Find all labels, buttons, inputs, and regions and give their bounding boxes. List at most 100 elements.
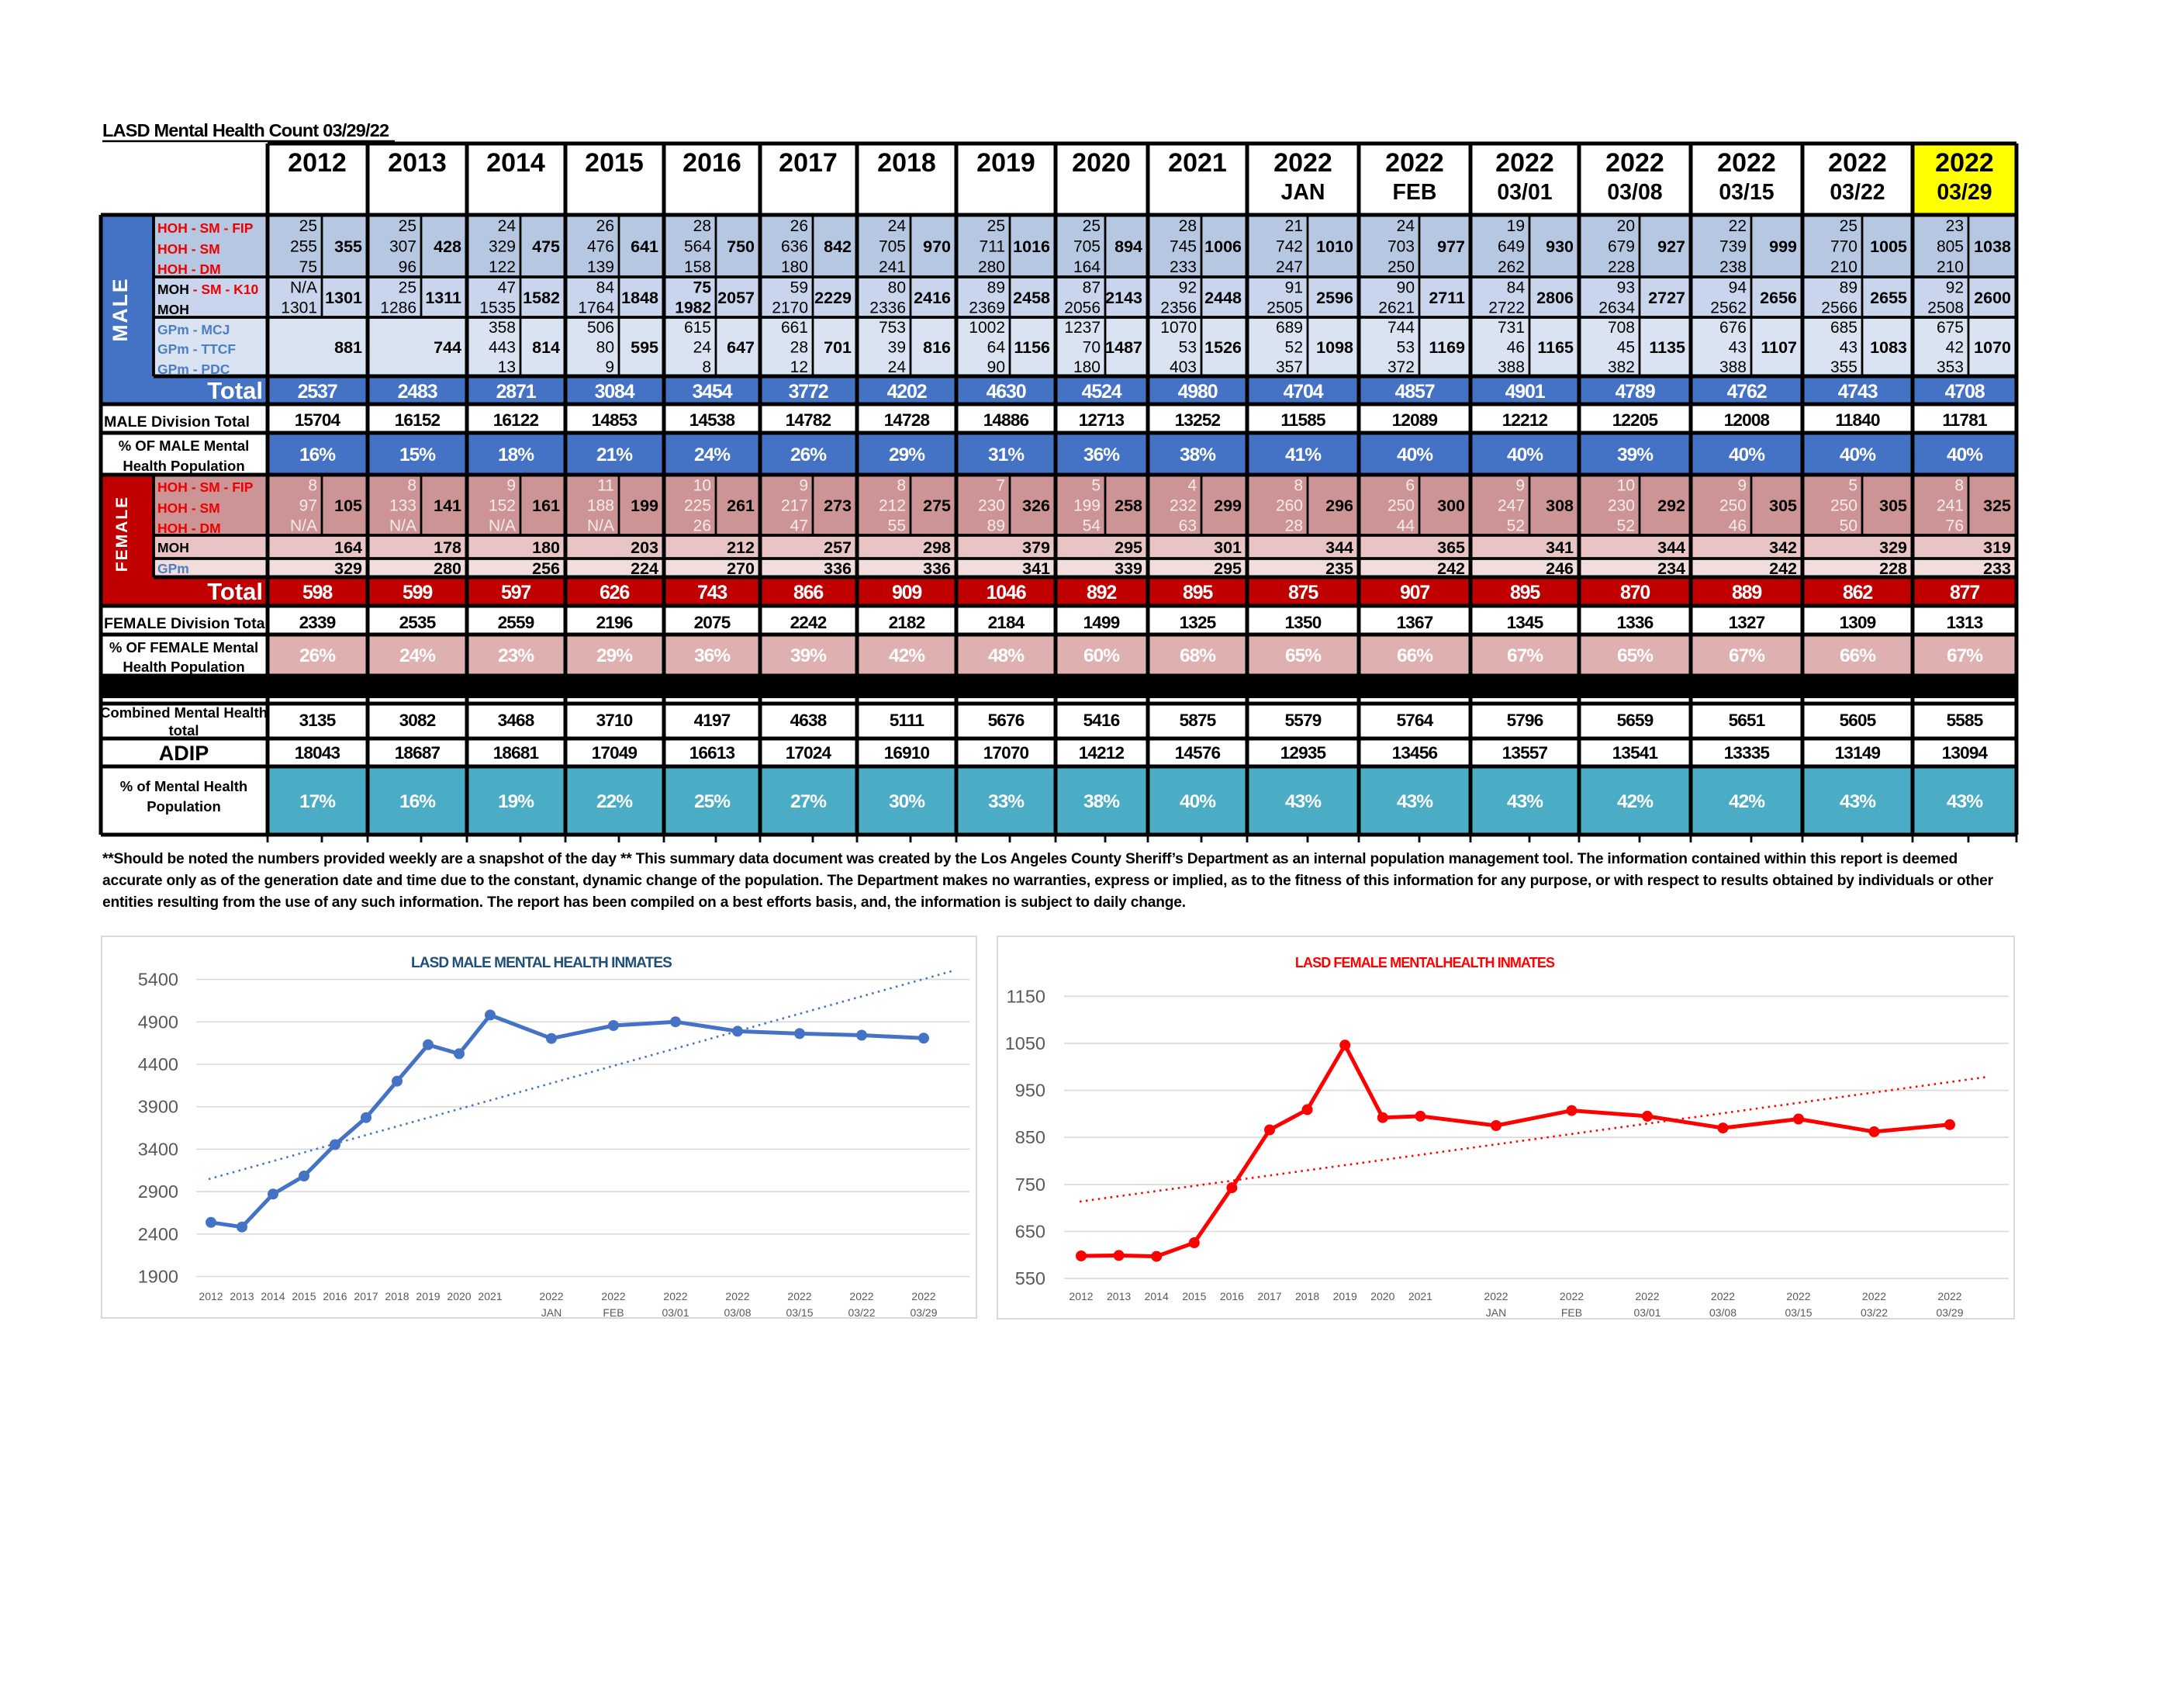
svg-text:N/A: N/A (587, 517, 614, 535)
svg-text:40%: 40% (1729, 444, 1765, 465)
svg-text:GPm - TTCF: GPm - TTCF (157, 341, 236, 357)
svg-text:141: 141 (434, 496, 461, 515)
svg-text:43: 43 (1840, 339, 1857, 357)
svg-text:5764: 5764 (1397, 711, 1434, 730)
svg-text:745: 745 (1170, 238, 1197, 256)
svg-text:2016: 2016 (682, 148, 741, 178)
svg-text:1237: 1237 (1064, 319, 1101, 337)
svg-text:2017: 2017 (779, 148, 838, 178)
svg-text:4197: 4197 (694, 711, 731, 730)
svg-text:2017: 2017 (354, 1290, 378, 1302)
svg-text:2012: 2012 (1069, 1290, 1093, 1302)
svg-text:1005: 1005 (1870, 237, 1907, 256)
svg-text:2021: 2021 (1168, 148, 1227, 178)
svg-text:2448: 2448 (1204, 289, 1242, 307)
svg-text:43%: 43% (1285, 791, 1322, 812)
svg-text:870: 870 (1620, 582, 1650, 604)
svg-text:67%: 67% (1507, 645, 1543, 666)
svg-text:25: 25 (399, 279, 416, 297)
svg-text:8: 8 (407, 477, 416, 495)
svg-text:14728: 14728 (884, 410, 930, 430)
svg-text:2022: 2022 (1484, 1290, 1508, 1302)
svg-text:708: 708 (1608, 319, 1635, 337)
svg-text:19%: 19% (498, 791, 534, 812)
svg-text:4857: 4857 (1395, 381, 1435, 403)
svg-text:842: 842 (824, 237, 852, 256)
svg-text:1764: 1764 (578, 299, 614, 317)
svg-text:258: 258 (1114, 496, 1142, 515)
svg-text:1070: 1070 (1160, 319, 1197, 337)
svg-text:28: 28 (1285, 517, 1303, 535)
svg-text:2566: 2566 (1821, 299, 1857, 317)
svg-text:224: 224 (631, 559, 658, 578)
svg-text:9: 9 (506, 477, 516, 495)
svg-text:744: 744 (1387, 319, 1415, 337)
svg-text:2022: 2022 (1828, 148, 1887, 178)
svg-text:2022: 2022 (725, 1290, 749, 1302)
svg-text:17024: 17024 (786, 743, 832, 763)
svg-text:12212: 12212 (1502, 410, 1548, 430)
svg-text:5585: 5585 (1947, 711, 1983, 730)
svg-text:24%: 24% (399, 645, 436, 666)
svg-text:60%: 60% (1083, 645, 1120, 666)
svg-text:24: 24 (693, 339, 712, 357)
svg-text:16%: 16% (299, 444, 336, 465)
svg-text:203: 203 (631, 538, 658, 557)
svg-text:250: 250 (1830, 497, 1857, 515)
svg-text:273: 273 (824, 496, 852, 515)
svg-text:8: 8 (897, 477, 906, 495)
svg-text:11585: 11585 (1280, 410, 1325, 430)
svg-text:43%: 43% (1507, 791, 1543, 812)
svg-text:MOH: MOH (157, 302, 189, 317)
svg-text:1487: 1487 (1105, 338, 1142, 357)
svg-text:42%: 42% (889, 645, 925, 666)
svg-text:892: 892 (1087, 582, 1116, 604)
svg-text:89: 89 (987, 279, 1005, 297)
svg-text:13149: 13149 (1835, 743, 1881, 763)
svg-text:247: 247 (1498, 497, 1525, 515)
svg-text:1336: 1336 (1617, 613, 1654, 632)
svg-text:4: 4 (1187, 477, 1197, 495)
svg-text:927: 927 (1657, 237, 1685, 256)
svg-text:2020: 2020 (447, 1290, 471, 1302)
svg-text:75: 75 (299, 258, 317, 276)
svg-text:24%: 24% (694, 444, 731, 465)
svg-text:18681: 18681 (493, 743, 539, 763)
svg-text:38%: 38% (1083, 791, 1120, 812)
svg-text:5796: 5796 (1507, 711, 1543, 730)
svg-text:2242: 2242 (790, 613, 827, 632)
svg-text:689: 689 (1276, 319, 1303, 337)
svg-text:595: 595 (631, 338, 658, 357)
svg-text:% OF FEMALE Mental: % OF FEMALE Mental (109, 639, 258, 655)
svg-text:2022: 2022 (849, 1290, 873, 1302)
svg-text:36%: 36% (694, 645, 731, 666)
svg-text:9: 9 (605, 358, 614, 376)
svg-text:HOH - SM: HOH - SM (157, 241, 220, 257)
svg-text:FEMALE Division Total: FEMALE Division Total (104, 615, 269, 632)
svg-text:66%: 66% (1397, 645, 1433, 666)
svg-text:24: 24 (498, 217, 517, 235)
svg-text:2022: 2022 (1635, 1290, 1659, 1302)
svg-text:5605: 5605 (1840, 711, 1876, 730)
svg-text:2871: 2871 (496, 381, 537, 403)
svg-text:26: 26 (596, 217, 614, 235)
svg-text:96: 96 (399, 258, 416, 276)
svg-text:97: 97 (299, 497, 317, 515)
svg-text:2634: 2634 (1598, 299, 1635, 317)
svg-text:65%: 65% (1617, 645, 1654, 666)
svg-text:2727: 2727 (1648, 289, 1685, 307)
svg-text:FEMALE: FEMALE (113, 496, 131, 572)
svg-text:158: 158 (684, 258, 711, 276)
svg-text:2022: 2022 (1717, 148, 1776, 178)
svg-text:46: 46 (1729, 517, 1747, 535)
svg-text:9: 9 (1737, 477, 1747, 495)
svg-text:8: 8 (1954, 477, 1964, 495)
svg-text:3900: 3900 (138, 1097, 178, 1117)
svg-text:89: 89 (1840, 279, 1857, 297)
svg-text:26: 26 (790, 217, 808, 235)
svg-text:238: 238 (1719, 258, 1747, 276)
svg-text:199: 199 (1073, 497, 1101, 515)
svg-text:03/22: 03/22 (1830, 180, 1885, 205)
svg-text:26%: 26% (790, 444, 827, 465)
svg-text:28: 28 (693, 217, 711, 235)
